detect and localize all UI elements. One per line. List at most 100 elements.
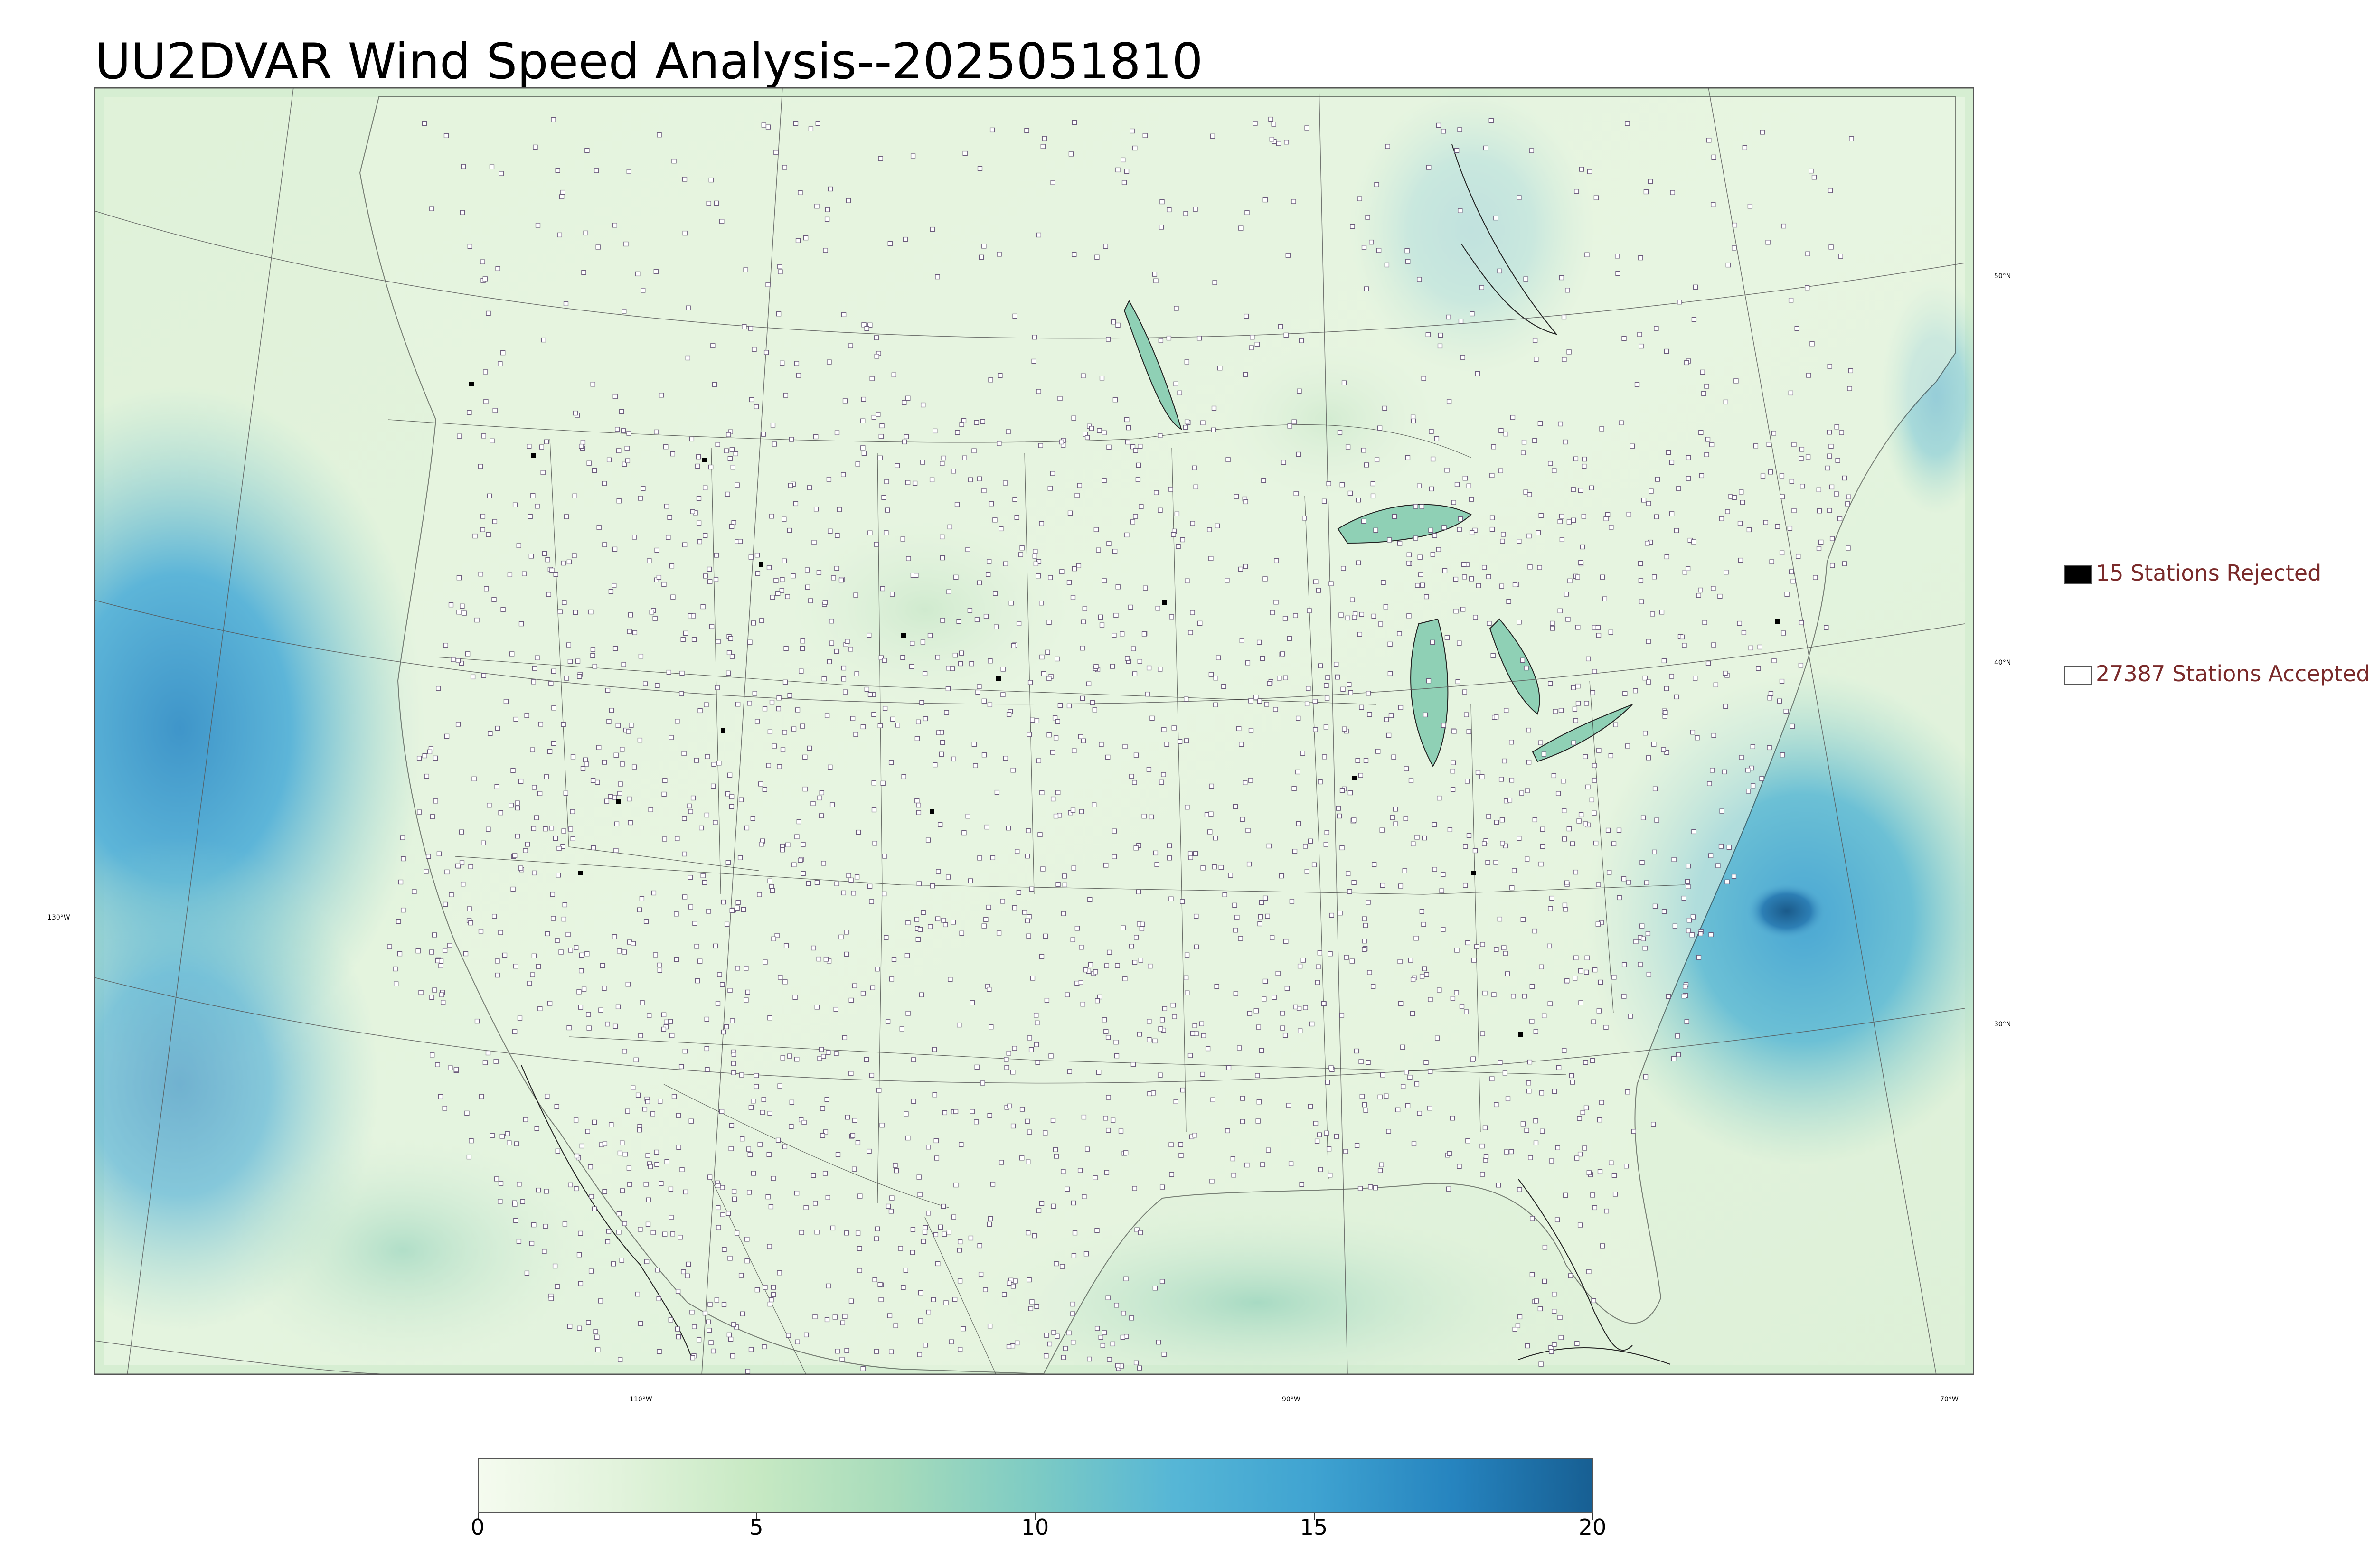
accepted-station-marker (959, 422, 964, 427)
accepted-station-marker (576, 1252, 582, 1258)
accepted-station-marker (1441, 723, 1446, 728)
accepted-station-marker (1566, 519, 1572, 525)
accepted-station-marker (725, 1211, 731, 1216)
accepted-station-marker (1130, 128, 1135, 134)
accepted-station-marker (536, 964, 541, 969)
accepted-station-marker (654, 429, 659, 435)
accepted-station-marker (424, 869, 429, 874)
accepted-station-marker (910, 1250, 915, 1255)
accepted-station-marker (1271, 122, 1276, 127)
accepted-station-marker (1106, 337, 1111, 342)
accepted-station-marker (679, 1167, 685, 1172)
accepted-station-marker (1280, 651, 1285, 657)
accepted-station-marker (1498, 1060, 1503, 1065)
accepted-station-marker (1537, 421, 1543, 426)
accepted-station-marker (1621, 336, 1627, 341)
accepted-station-marker (510, 768, 516, 773)
accepted-station-marker (695, 978, 700, 984)
accepted-station-marker (874, 335, 879, 340)
accepted-station-marker (512, 853, 518, 858)
accepted-station-marker (711, 1348, 716, 1354)
accepted-station-marker (1480, 942, 1485, 947)
accepted-station-marker (1067, 510, 1073, 516)
accepted-station-marker (1158, 1026, 1163, 1032)
accepted-station-marker (1280, 1025, 1285, 1031)
accepted-station-marker (1258, 914, 1263, 920)
accepted-station-marker (542, 1249, 547, 1254)
accepted-station-marker (1317, 950, 1322, 956)
accepted-station-marker (835, 1152, 841, 1157)
accepted-station-marker (1475, 371, 1480, 376)
accepted-station-marker (1794, 326, 1799, 331)
colorbar-tick (1314, 1513, 1315, 1520)
accepted-station-marker (1555, 791, 1561, 796)
accepted-station-marker (1067, 1069, 1072, 1074)
accepted-station-marker (1557, 1315, 1563, 1320)
accepted-station-marker (940, 461, 945, 466)
accepted-station-marker (544, 774, 549, 779)
accepted-station-marker (1666, 994, 1671, 999)
accepted-station-marker (1131, 646, 1136, 651)
accepted-station-marker (1112, 397, 1118, 403)
rejected-station-markers (469, 382, 1780, 1037)
accepted-station-marker (1171, 532, 1176, 537)
accepted-station-marker (1355, 758, 1360, 763)
accepted-station-marker (762, 1344, 767, 1350)
accepted-station-marker (704, 1046, 709, 1052)
accepted-station-marker (585, 1129, 590, 1134)
accepted-station-marker (1207, 829, 1213, 835)
accepted-station-marker (1124, 417, 1130, 423)
accepted-station-marker (1759, 776, 1764, 781)
accepted-station-marker (1002, 1292, 1007, 1297)
accepted-station-marker (1253, 695, 1259, 700)
accepted-station-marker (1053, 735, 1059, 741)
accepted-station-marker (1193, 851, 1198, 856)
accepted-station-marker (783, 943, 789, 948)
accepted-station-marker (1080, 1002, 1085, 1007)
accepted-station-marker (729, 447, 735, 452)
accepted-station-marker (1173, 381, 1178, 386)
accepted-station-marker (926, 1309, 931, 1315)
accepted-station-marker (792, 995, 798, 1000)
accepted-station-marker (1739, 755, 1744, 760)
accepted-station-marker (1029, 886, 1034, 892)
accepted-station-marker (1384, 1093, 1389, 1099)
accepted-station-marker (1548, 461, 1553, 466)
accepted-station-marker (669, 735, 674, 740)
accepted-station-marker (1115, 167, 1121, 173)
accepted-station-marker (1480, 1031, 1485, 1036)
accepted-station-marker (1083, 967, 1088, 973)
accepted-station-marker (984, 824, 989, 830)
accepted-station-marker (553, 572, 558, 577)
accepted-station-marker (738, 1273, 744, 1278)
accepted-station-marker (714, 200, 719, 206)
accepted-station-marker (662, 836, 667, 842)
accepted-station-marker (771, 1285, 776, 1290)
accepted-station-marker (1505, 971, 1510, 976)
accepted-station-marker (671, 159, 677, 164)
accepted-station-marker (631, 941, 636, 946)
accepted-station-marker (1597, 1169, 1603, 1174)
accepted-station-marker (606, 1229, 612, 1234)
accepted-station-marker (811, 945, 816, 951)
accepted-station-marker (1039, 1201, 1045, 1206)
accepted-station-marker (914, 798, 920, 804)
accepted-station-marker (916, 810, 922, 815)
accepted-station-marker (729, 524, 735, 529)
accepted-station-marker (971, 742, 977, 747)
accepted-station-marker (1726, 845, 1732, 850)
accepted-station-marker (882, 854, 887, 859)
accepted-station-marker (1578, 812, 1584, 817)
accepted-station-marker (754, 1073, 759, 1078)
accepted-station-marker (590, 653, 595, 658)
accepted-station-marker (1827, 430, 1832, 435)
accepted-station-marker (1479, 774, 1485, 779)
accepted-station-marker (1221, 684, 1226, 689)
accepted-station-marker (535, 504, 540, 509)
accepted-station-marker (922, 1230, 928, 1235)
accepted-station-marker (1549, 1158, 1554, 1164)
accepted-station-marker (545, 931, 550, 937)
atlantic-low-core (1746, 883, 1827, 939)
wind-speed-map[interactable] (94, 87, 1974, 1375)
accepted-station-marker (875, 1226, 880, 1231)
